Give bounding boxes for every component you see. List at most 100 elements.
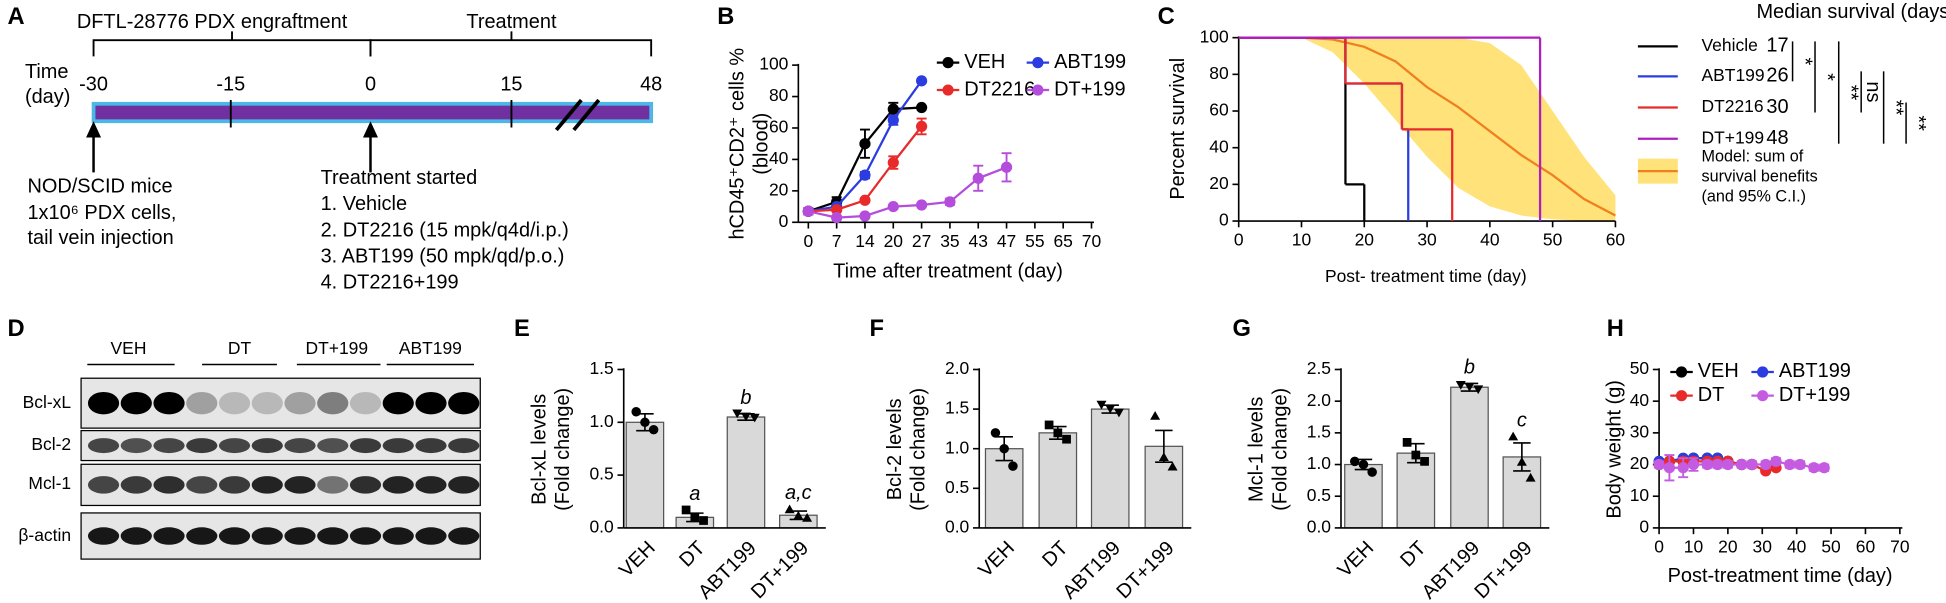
data-point: [732, 409, 743, 419]
phase-label: Treatment: [466, 11, 557, 33]
data-point: [699, 516, 708, 525]
significance-label: **: [1840, 85, 1862, 101]
axis-label: Time: [25, 61, 69, 83]
y-tick-label: 0.5: [589, 464, 613, 484]
x-tick-label: 27: [912, 231, 931, 251]
y-tick-label: 40: [1630, 390, 1650, 410]
data-point: [1150, 411, 1161, 420]
y-tick-label: 0.0: [1307, 517, 1332, 537]
data-point: [887, 114, 899, 126]
error-bar: [1513, 442, 1531, 472]
y-tick-label: 2.5: [1307, 358, 1331, 378]
data-point: [648, 424, 659, 435]
data-point: [1411, 450, 1421, 460]
y-tick-label: 1.5: [945, 398, 969, 418]
band: [349, 391, 382, 415]
data-point: [1464, 382, 1475, 392]
significance-label: ns: [1862, 81, 1884, 102]
data-point: [887, 103, 899, 115]
y-tick-label: 80: [769, 85, 789, 105]
y-tick-label: 20: [1630, 453, 1650, 473]
x-tick-label: 60: [1856, 536, 1876, 556]
legend-label: VEH: [1698, 360, 1739, 382]
row-label: Bcl-2: [31, 434, 71, 454]
data-point: [681, 505, 691, 515]
tick-label: 0: [365, 73, 376, 95]
median-value: 26: [1766, 65, 1788, 87]
band: [349, 438, 382, 454]
band: [87, 438, 120, 454]
y-tick-label: 30: [1630, 421, 1650, 441]
note: 3. ABT199 (50 mpk/qd/p.o.): [321, 245, 565, 267]
bracket: [92, 31, 372, 57]
note: 1x10⁶ PDX cells,: [27, 202, 176, 224]
legend-marker: [1675, 390, 1688, 402]
data-point: [1525, 472, 1536, 482]
data-point: [793, 510, 804, 520]
y-axis-label: (Fold change): [908, 388, 930, 511]
y-tick-label: 0.5: [945, 477, 969, 497]
y-tick-label: 0: [779, 211, 789, 231]
y-axis-label: Percent survival: [1167, 58, 1189, 200]
x-tick-label: 0: [1234, 230, 1244, 250]
legend-label: survival benefits: [1702, 168, 1818, 186]
note: 2. DT2216 (15 mpk/q4d/i.p.): [321, 219, 569, 241]
band: [186, 438, 218, 454]
legend-marker: [1675, 366, 1688, 378]
band: [284, 476, 316, 494]
data-point: [1402, 437, 1412, 447]
legend-label: Model: sum of: [1702, 148, 1804, 166]
y-axis-label: (blood): [750, 113, 772, 175]
data-point: [915, 120, 928, 133]
y-tick-label: 80: [1209, 63, 1229, 83]
data-point: [1420, 457, 1429, 466]
y-axis-label: Body weight (g): [1604, 380, 1626, 519]
data-point: [1367, 467, 1377, 477]
band: [448, 476, 480, 494]
group-label: DT+199: [306, 338, 369, 358]
data-point: [640, 417, 650, 428]
data-point: [1784, 458, 1796, 471]
data-point: [1746, 458, 1758, 471]
x-axis-label: Post-treatment time (day): [1668, 565, 1893, 587]
axis-label: (day): [25, 86, 70, 108]
band: [382, 438, 414, 454]
legend-label: DT2216: [964, 78, 1035, 100]
y-axis-label: Bcl-xL levels: [528, 394, 550, 505]
panel-letter: A: [7, 4, 24, 30]
x-tick-label: 65: [1053, 231, 1072, 251]
y-tick-label: 20: [769, 179, 789, 199]
band: [186, 527, 218, 545]
band: [415, 527, 447, 545]
data-point: [1516, 457, 1527, 466]
data-point: [802, 512, 813, 522]
data-point: [859, 194, 871, 206]
data-point: [1808, 462, 1820, 474]
data-point: [1000, 161, 1013, 173]
band: [186, 476, 218, 494]
y-tick-label: 0.5: [1307, 485, 1331, 505]
data-point: [1711, 458, 1724, 471]
legend-marker: [1757, 366, 1769, 378]
band: [448, 527, 480, 545]
x-tick-label: 70: [1082, 231, 1102, 251]
panel-letter: C: [1158, 4, 1175, 30]
y-tick-label: 100: [1200, 26, 1229, 46]
x-tick-label: 60: [1606, 230, 1626, 250]
note: 4. DT2216+199: [321, 272, 459, 294]
y-tick-label: 100: [759, 54, 788, 74]
data-point: [1794, 458, 1806, 471]
band: [349, 527, 382, 545]
significance-label: *: [1816, 73, 1838, 81]
y-axis-label: (Fold change): [552, 388, 574, 511]
annotation: b: [740, 387, 751, 409]
x-tick-label: VEH: [615, 537, 660, 582]
band: [415, 438, 447, 454]
x-tick-label: DT: [675, 537, 709, 571]
data-point: [784, 504, 795, 514]
data-point: [802, 205, 814, 217]
panel-letter: B: [717, 4, 734, 30]
band: [218, 391, 251, 415]
x-tick-label: 50: [1543, 230, 1563, 250]
data-point: [1158, 452, 1169, 461]
